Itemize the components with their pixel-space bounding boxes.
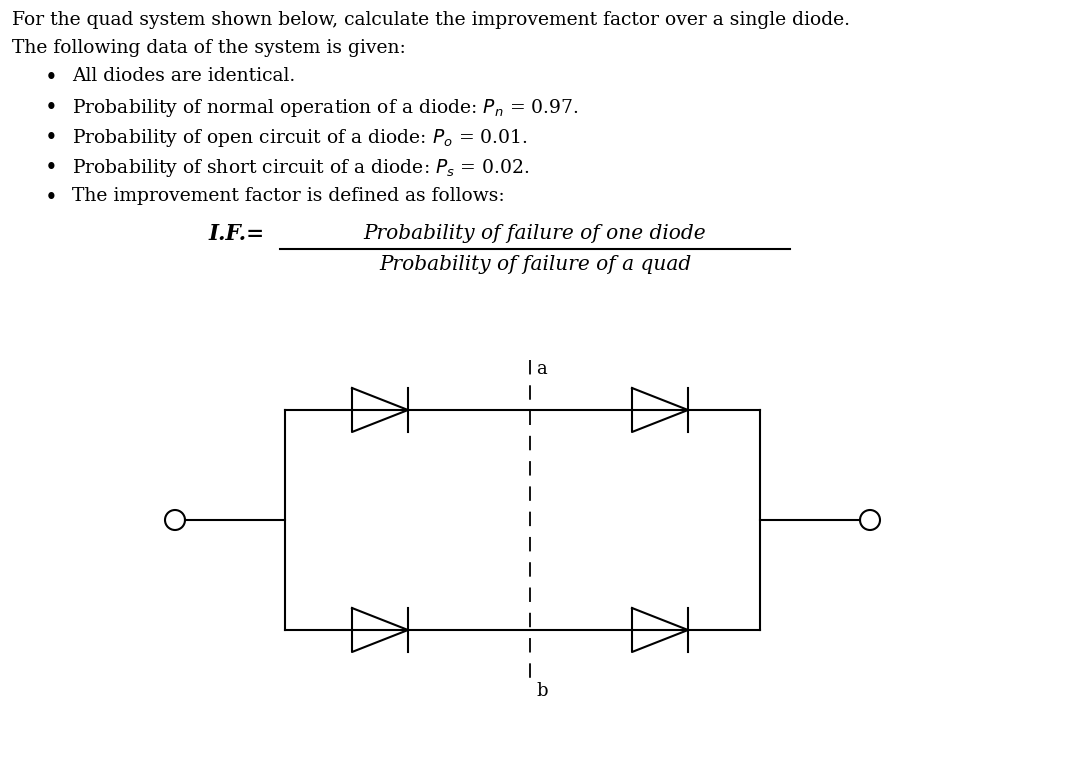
Text: Probability of open circuit of a diode: $P_o$ = 0.01.: Probability of open circuit of a diode: … bbox=[72, 127, 528, 149]
Text: I.F.=: I.F.= bbox=[208, 223, 265, 245]
Text: •: • bbox=[45, 187, 58, 209]
Text: For the quad system shown below, calculate the improvement factor over a single : For the quad system shown below, calcula… bbox=[12, 11, 850, 29]
Text: The following data of the system is given:: The following data of the system is give… bbox=[12, 39, 406, 57]
Text: The improvement factor is defined as follows:: The improvement factor is defined as fol… bbox=[72, 187, 505, 205]
Text: Probability of failure of one diode: Probability of failure of one diode bbox=[363, 224, 707, 243]
Text: All diodes are identical.: All diodes are identical. bbox=[72, 67, 295, 85]
Text: Probability of short circuit of a diode: $P_s$ = 0.02.: Probability of short circuit of a diode:… bbox=[72, 157, 529, 179]
Text: Probability of failure of a quad: Probability of failure of a quad bbox=[378, 255, 692, 274]
Text: •: • bbox=[45, 157, 58, 179]
Text: •: • bbox=[45, 127, 58, 149]
Text: Probability of normal operation of a diode: $P_n$ = 0.97.: Probability of normal operation of a dio… bbox=[72, 97, 578, 119]
Text: •: • bbox=[45, 67, 58, 89]
Text: b: b bbox=[536, 682, 547, 700]
Text: a: a bbox=[536, 360, 546, 378]
Text: •: • bbox=[45, 97, 58, 119]
